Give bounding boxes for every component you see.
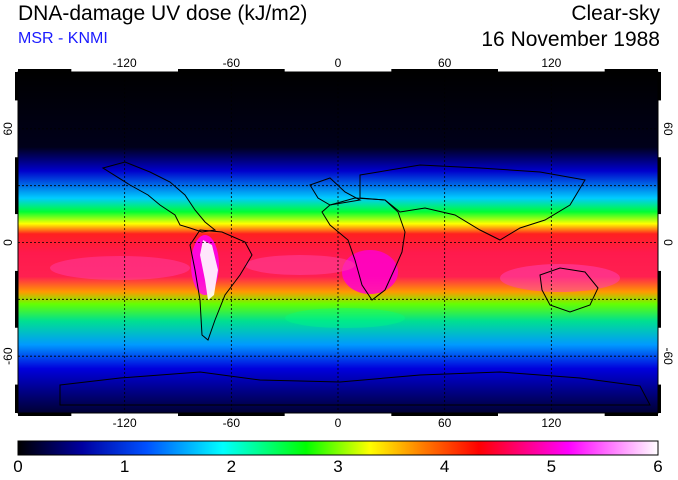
lat-tick-label-left: 60 bbox=[1, 122, 15, 136]
south-america-outline bbox=[189, 229, 253, 341]
map-title: DNA-damage UV dose (kJ/m2) bbox=[18, 2, 308, 25]
colorbar-tick-label: 1 bbox=[119, 457, 130, 476]
frame-tick-bar bbox=[604, 413, 658, 416]
frame-tick-bar bbox=[178, 69, 285, 72]
lat-tick-label-right: -60 bbox=[661, 347, 675, 365]
africa-high-dose bbox=[342, 250, 398, 294]
lat-tick-label-right: 0 bbox=[661, 239, 675, 246]
frame-tick-bar bbox=[15, 72, 18, 101]
frame-tick-bar bbox=[15, 384, 18, 413]
gridlines bbox=[18, 72, 658, 413]
frame-tick-bar bbox=[15, 270, 18, 328]
andes-peak-dose bbox=[200, 240, 218, 300]
colorbar bbox=[17, 440, 659, 456]
europe-outline bbox=[309, 177, 362, 206]
frame-tick-bar bbox=[18, 413, 72, 416]
lon-tick-label-top: -60 bbox=[223, 56, 241, 70]
australia-high-dose bbox=[500, 264, 620, 292]
map-date: 16 November 1988 bbox=[481, 28, 660, 51]
frame-ticks bbox=[15, 69, 661, 416]
frame-tick-bar bbox=[658, 157, 661, 215]
map-source: MSR - KNMI bbox=[18, 30, 108, 47]
frame-tick-bar bbox=[18, 69, 72, 72]
frame-tick-bar bbox=[391, 69, 498, 72]
frame-tick-bar bbox=[391, 413, 498, 416]
colorbar-tick-label: 3 bbox=[333, 457, 343, 476]
frame-tick-bar bbox=[15, 157, 18, 215]
pacific-high-dose bbox=[50, 256, 190, 280]
lon-tick-label-top: -120 bbox=[113, 56, 137, 70]
atlantic-high-dose bbox=[245, 255, 355, 275]
sky-condition: Clear-sky bbox=[571, 2, 660, 25]
frame-tick-bar bbox=[178, 413, 285, 416]
frame-tick-bar bbox=[658, 270, 661, 328]
map-frame bbox=[17, 71, 659, 414]
frame-tick-bar bbox=[604, 69, 658, 72]
lat-tick-label-left: 0 bbox=[1, 239, 15, 246]
lon-tick-label-top: 0 bbox=[335, 56, 342, 70]
frame-tick-bar bbox=[658, 72, 661, 101]
colorbar-tick-label: 6 bbox=[653, 457, 663, 476]
southern-ocean-green bbox=[285, 308, 405, 328]
colorbar-tick-label: 0 bbox=[13, 457, 23, 476]
tick-labels: -120 -120 -60 -60 0 0 60 60 120 120 60 0 -60 60 0 -60 bbox=[1, 56, 675, 430]
lon-tick-label-bottom: -60 bbox=[223, 416, 241, 430]
lon-tick-label-bottom: -120 bbox=[113, 416, 137, 430]
colorbar-tick-label: 4 bbox=[439, 457, 450, 476]
lon-tick-label-top: 60 bbox=[438, 56, 452, 70]
asia-outline bbox=[359, 164, 586, 241]
lon-tick-label-bottom: 0 bbox=[335, 416, 342, 430]
frame-tick-bar bbox=[658, 384, 661, 413]
colorbar-tick-label: 5 bbox=[546, 457, 557, 476]
colorbar-tick-label: 2 bbox=[226, 457, 237, 476]
lon-tick-label-bottom: 60 bbox=[438, 416, 452, 430]
lat-tick-label-right: 60 bbox=[661, 122, 675, 136]
lon-tick-label-top: 120 bbox=[541, 56, 561, 70]
australia-outline bbox=[539, 267, 599, 313]
lat-tick-label-left: -60 bbox=[1, 347, 15, 365]
lon-tick-label-bottom: 120 bbox=[541, 416, 561, 430]
